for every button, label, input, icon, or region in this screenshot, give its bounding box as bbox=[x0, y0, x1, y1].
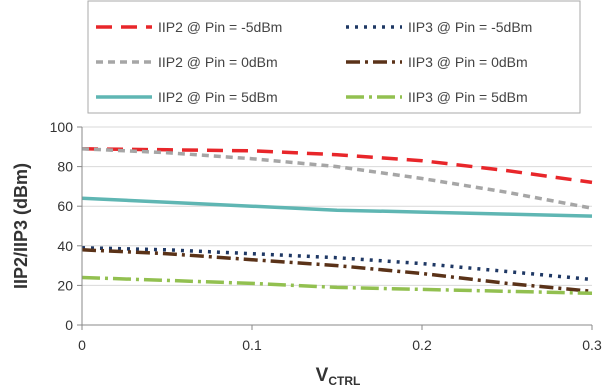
x-tick-labels: 0 0.1 0.2 0.3 bbox=[78, 325, 602, 353]
data-point-iip3-pin-5dbm-1 bbox=[166, 248, 169, 251]
data-point-iip3-pin-0dbm-3 bbox=[336, 264, 339, 267]
data-point-iip3-pin-5dbm-4 bbox=[421, 262, 424, 265]
series-lines bbox=[81, 147, 594, 296]
x-axis-title-main: V bbox=[316, 365, 329, 386]
data-point-iip2-pin-5dbm-2 bbox=[251, 205, 254, 208]
series-line-iip3-pin-0dbm bbox=[81, 248, 593, 294]
legend-label-iip2-pin-0dbm: IIP2 @ Pin = 0dBm bbox=[158, 54, 278, 70]
data-point-iip2-pin-0dbm-3 bbox=[336, 165, 339, 168]
legend-label-iip2-pin-5dbm: IIP2 @ Pin = 5dBm bbox=[158, 89, 278, 105]
x-tick-label-0.1: 0.1 bbox=[242, 337, 262, 353]
series-line-iip3-pin-5dbm bbox=[81, 275, 593, 296]
series-line-iip2-pin-5dbm bbox=[81, 196, 593, 218]
data-point-iip3-pin-5dbm-5 bbox=[506, 290, 509, 293]
data-point-iip2-pin-5dbm-6 bbox=[591, 215, 594, 218]
data-point-iip2-pin-5dbm-4 bbox=[421, 159, 424, 162]
data-point-iip2-pin-0dbm-2 bbox=[251, 157, 254, 160]
data-point-iip2-pin-5dbm-6 bbox=[591, 181, 594, 184]
data-point-iip2-pin-0dbm-6 bbox=[591, 207, 594, 210]
y-tick-label-60: 60 bbox=[57, 198, 73, 214]
series-line-iip2-pin-5dbm bbox=[81, 147, 593, 185]
x-tick-label-0.2: 0.2 bbox=[412, 337, 432, 353]
x-tick-label-0.3: 0.3 bbox=[582, 337, 602, 353]
series-line-iip2-pin-0dbm bbox=[81, 147, 593, 210]
data-point-iip2-pin-0dbm-1 bbox=[166, 151, 169, 154]
y-tick-label-100: 100 bbox=[50, 119, 74, 135]
legend-label-iip3-pin-5dbm: IIP3 @ Pin = 5dBm bbox=[408, 89, 528, 105]
data-point-iip3-pin-5dbm-3 bbox=[336, 286, 339, 289]
data-point-iip3-pin-5dbm-5 bbox=[506, 270, 509, 273]
x-axis-title-subscript: CTRL bbox=[328, 374, 360, 387]
legend-box bbox=[87, 0, 581, 114]
data-point-iip3-pin-5dbm-6 bbox=[591, 278, 594, 281]
data-point-iip2-pin-5dbm-1 bbox=[166, 201, 169, 204]
legend: IIP2 @ Pin = -5dBm IIP3 @ Pin = -5dBm IIP2… bbox=[96, 19, 532, 105]
legend-label-iip3-pin-5dbm: IIP3 @ Pin = -5dBm bbox=[408, 19, 532, 35]
grid bbox=[82, 126, 592, 286]
data-point-iip3-pin-0dbm-2 bbox=[251, 258, 254, 261]
data-point-iip3-pin-0dbm-4 bbox=[421, 272, 424, 275]
data-point-iip2-pin-5dbm-2 bbox=[251, 149, 254, 152]
data-point-iip2-pin-5dbm-4 bbox=[421, 211, 424, 214]
data-point-iip2-pin-5dbm-1 bbox=[166, 148, 169, 151]
y-tick-label-40: 40 bbox=[57, 238, 73, 254]
data-point-iip3-pin-5dbm-2 bbox=[251, 252, 254, 255]
data-point-iip3-pin-5dbm-6 bbox=[591, 292, 594, 295]
data-point-iip2-pin-5dbm-3 bbox=[336, 209, 339, 212]
y-tick-label-80: 80 bbox=[57, 159, 73, 175]
y-axis-title: IIP2/IIP3 (dBm) bbox=[11, 163, 31, 289]
data-point-iip3-pin-5dbm-1 bbox=[166, 279, 169, 282]
axes bbox=[81, 127, 592, 326]
data-point-iip3-pin-5dbm-2 bbox=[251, 282, 254, 285]
x-axis-title: VCTRL bbox=[316, 365, 361, 387]
data-point-iip2-pin-0dbm-5 bbox=[506, 191, 509, 194]
legend-label-iip2-pin-5dbm: IIP2 @ Pin = -5dBm bbox=[158, 19, 282, 35]
x-tick-label-0: 0 bbox=[78, 337, 86, 353]
data-point-iip3-pin-5dbm-3 bbox=[336, 256, 339, 259]
data-point-iip2-pin-5dbm-5 bbox=[506, 213, 509, 216]
data-point-iip2-pin-0dbm-4 bbox=[421, 177, 424, 180]
y-tick-label-20: 20 bbox=[57, 277, 73, 293]
data-point-iip3-pin-0dbm-5 bbox=[506, 282, 509, 285]
y-tick-label-0: 0 bbox=[65, 317, 73, 333]
data-point-iip2-pin-5dbm-3 bbox=[336, 153, 339, 156]
series-line-iip3-pin-5dbm bbox=[81, 246, 593, 282]
data-point-iip2-pin-5dbm-5 bbox=[506, 169, 509, 172]
legend-label-iip3-pin-0dbm: IIP3 @ Pin = 0dBm bbox=[408, 54, 528, 70]
y-tick-labels: 0 20 40 60 80 100 bbox=[50, 119, 82, 333]
data-point-iip3-pin-0dbm-1 bbox=[166, 252, 169, 255]
data-point-iip3-pin-5dbm-4 bbox=[421, 288, 424, 291]
